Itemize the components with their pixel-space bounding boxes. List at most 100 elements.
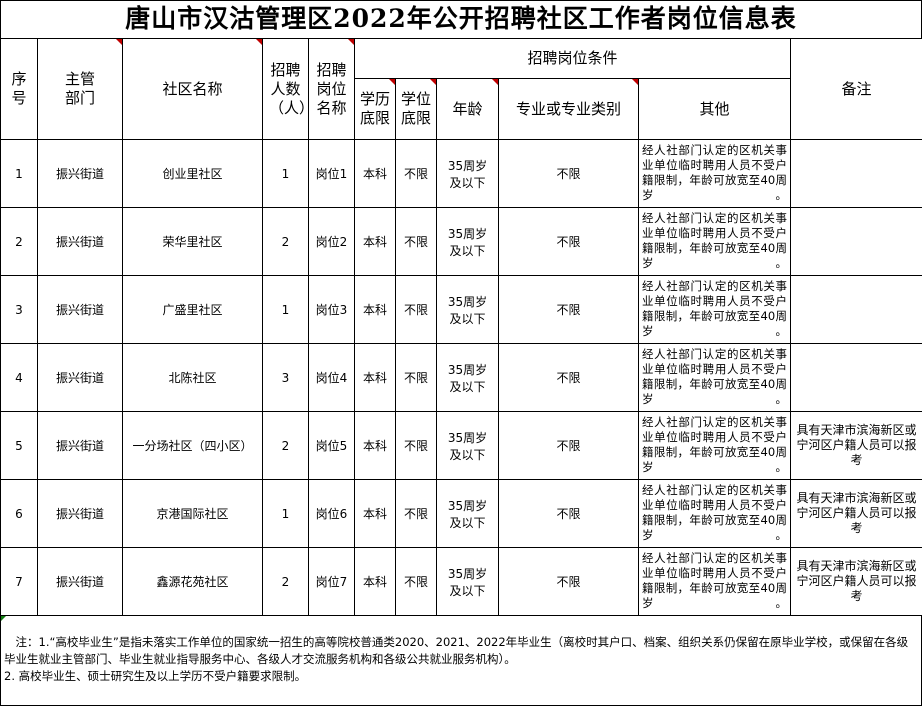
cell-degree: 不限: [396, 480, 437, 548]
cell-dept: 振兴街道: [38, 140, 123, 208]
cell-education: 本科: [355, 412, 396, 480]
cell-education: 本科: [355, 276, 396, 344]
cell-age: 35周岁及以下: [437, 208, 499, 276]
cell-post: 岗位6: [309, 480, 355, 548]
cell-remark: [791, 140, 922, 208]
cell-major: 不限: [499, 548, 639, 616]
cell-seq: 5: [1, 412, 38, 480]
cell-major: 不限: [499, 412, 639, 480]
cell-degree: 不限: [396, 412, 437, 480]
cell-community: 广盛里社区: [123, 276, 263, 344]
cell-count: 2: [263, 208, 309, 276]
header-seq: 序号: [1, 39, 38, 140]
cell-other: 经人社部门认定的区机关事业单位临时聘用人员不受户籍限制，年龄可放宽至40周岁。: [639, 480, 791, 548]
cell-dept: 振兴街道: [38, 480, 123, 548]
cell-age: 35周岁及以下: [437, 480, 499, 548]
cell-major: 不限: [499, 480, 639, 548]
cell-seq: 6: [1, 480, 38, 548]
cell-seq: 2: [1, 208, 38, 276]
cell-degree: 不限: [396, 276, 437, 344]
cell-remark: 具有天津市滨海新区或宁河区户籍人员可以报考: [791, 480, 922, 548]
header-other: 其他: [639, 79, 791, 140]
positions-table: 序号 主管部门 社区名称 招聘人数（人） 招聘岗位名称 招聘岗位条件 备注 学历…: [0, 38, 922, 616]
cell-other: 经人社部门认定的区机关事业单位临时聘用人员不受户籍限制，年龄可放宽至40周岁。: [639, 140, 791, 208]
cell-education: 本科: [355, 208, 396, 276]
cell-degree: 不限: [396, 344, 437, 412]
cell-community: 京港国际社区: [123, 480, 263, 548]
header-conditions: 招聘岗位条件: [355, 39, 791, 79]
cell-remark: [791, 276, 922, 344]
header-age: 年龄: [437, 79, 499, 140]
cell-education: 本科: [355, 480, 396, 548]
cell-count: 1: [263, 276, 309, 344]
cell-age: 35周岁及以下: [437, 344, 499, 412]
cell-dept: 振兴街道: [38, 548, 123, 616]
header-remark: 备注: [791, 39, 922, 140]
cell-community: 鑫源花苑社区: [123, 548, 263, 616]
cell-community: 创业里社区: [123, 140, 263, 208]
cell-post: 岗位1: [309, 140, 355, 208]
notes: 注：1.“高校毕业生”是指未落实工作单位的国家统一招生的高等院校普通类2020、…: [0, 616, 922, 706]
cell-age: 35周岁及以下: [437, 548, 499, 616]
note-1: 注：1.“高校毕业生”是指未落实工作单位的国家统一招生的高等院校普通类2020、…: [4, 634, 918, 668]
cell-age: 35周岁及以下: [437, 276, 499, 344]
cell-remark: [791, 344, 922, 412]
cell-dept: 振兴街道: [38, 208, 123, 276]
cell-other: 经人社部门认定的区机关事业单位临时聘用人员不受户籍限制，年龄可放宽至40周岁。: [639, 276, 791, 344]
header-degree: 学位底限: [396, 79, 437, 140]
cell-major: 不限: [499, 276, 639, 344]
cell-count: 2: [263, 548, 309, 616]
cell-degree: 不限: [396, 140, 437, 208]
cell-seq: 7: [1, 548, 38, 616]
cell-community: 一分场社区（四小区）: [123, 412, 263, 480]
cell-remark: [791, 208, 922, 276]
header-dept: 主管部门: [38, 39, 123, 140]
cell-remark: 具有天津市滨海新区或宁河区户籍人员可以报考: [791, 412, 922, 480]
cell-count: 3: [263, 344, 309, 412]
cell-other: 经人社部门认定的区机关事业单位临时聘用人员不受户籍限制，年龄可放宽至40周岁。: [639, 208, 791, 276]
cell-major: 不限: [499, 140, 639, 208]
cell-community: 荣华里社区: [123, 208, 263, 276]
cell-count: 1: [263, 480, 309, 548]
cell-degree: 不限: [396, 208, 437, 276]
cell-other: 经人社部门认定的区机关事业单位临时聘用人员不受户籍限制，年龄可放宽至40周岁。: [639, 548, 791, 616]
cell-count: 2: [263, 412, 309, 480]
header-major: 专业或专业类别: [499, 79, 639, 140]
cell-other: 经人社部门认定的区机关事业单位临时聘用人员不受户籍限制，年龄可放宽至40周岁。: [639, 412, 791, 480]
header-education: 学历底限: [355, 79, 396, 140]
header-count: 招聘人数（人）: [263, 39, 309, 140]
cell-seq: 1: [1, 140, 38, 208]
cell-post: 岗位7: [309, 548, 355, 616]
cell-post: 岗位5: [309, 412, 355, 480]
page-title: 唐山市汉沽管理区2022年公开招聘社区工作者岗位信息表: [0, 0, 922, 38]
cell-education: 本科: [355, 140, 396, 208]
cell-education: 本科: [355, 344, 396, 412]
cell-education: 本科: [355, 548, 396, 616]
cell-community: 北陈社区: [123, 344, 263, 412]
cell-major: 不限: [499, 344, 639, 412]
header-post: 招聘岗位名称: [309, 39, 355, 140]
cell-post: 岗位3: [309, 276, 355, 344]
cell-dept: 振兴街道: [38, 344, 123, 412]
cell-major: 不限: [499, 208, 639, 276]
cell-seq: 3: [1, 276, 38, 344]
cell-post: 岗位4: [309, 344, 355, 412]
cell-dept: 振兴街道: [38, 412, 123, 480]
cell-dept: 振兴街道: [38, 276, 123, 344]
cell-remark: 具有天津市滨海新区或宁河区户籍人员可以报考: [791, 548, 922, 616]
cell-post: 岗位2: [309, 208, 355, 276]
cell-age: 35周岁及以下: [437, 140, 499, 208]
cell-other: 经人社部门认定的区机关事业单位临时聘用人员不受户籍限制，年龄可放宽至40周岁。: [639, 344, 791, 412]
header-community: 社区名称: [123, 39, 263, 140]
cell-age: 35周岁及以下: [437, 412, 499, 480]
cell-seq: 4: [1, 344, 38, 412]
cell-count: 1: [263, 140, 309, 208]
cell-degree: 不限: [396, 548, 437, 616]
